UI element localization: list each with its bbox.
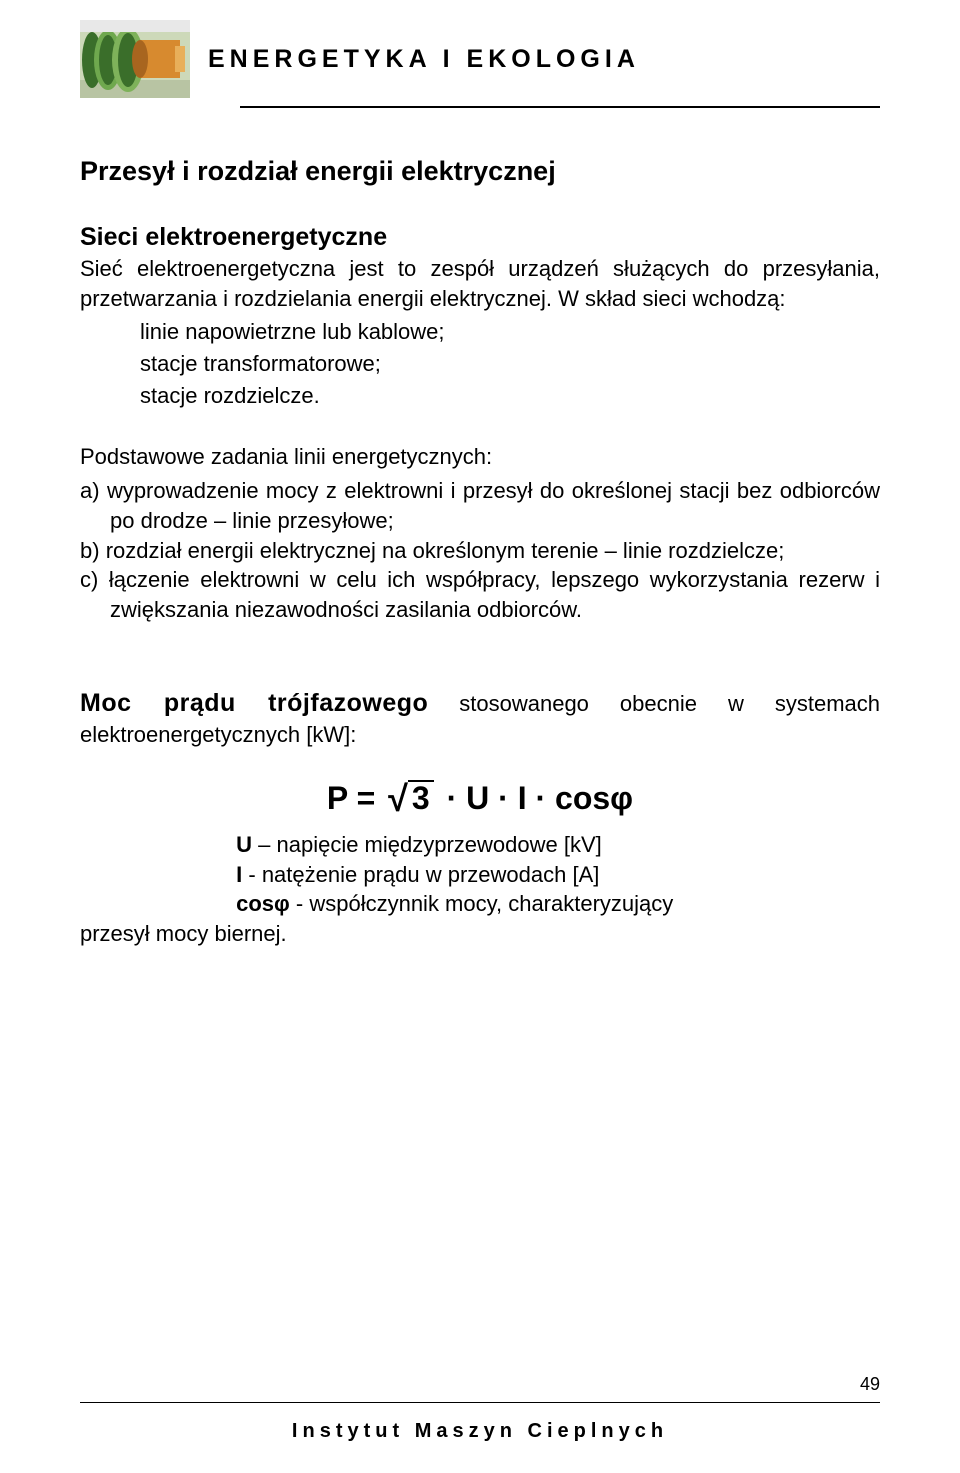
footer-text: Instytut Maszyn Cieplnych [0,1420,960,1443]
list-item: linie napowietrzne lub kablowe; [140,317,880,347]
list-item: stacje rozdzielcze. [140,381,880,411]
list-item: stacje transformatorowe; [140,349,880,379]
section-heading: Sieci elektroenergetyczne [80,223,880,252]
list-item: c) łączenie elektrowni w celu ich współp… [80,565,880,624]
list-item: b) rozdział energii elektrycznej na okre… [80,536,880,566]
page-header-row: ENERGETYKA I EKOLOGIA [80,20,880,98]
list-item: a) wyprowadzenie mocy z elektrowni i prz… [80,476,880,535]
turbine-icon [80,20,190,98]
header-rule [240,106,880,108]
sqrt-icon: √3 [388,778,434,820]
symbol-definitions: gdzie: U – napięcie międzyprzewodowe [kV… [80,830,880,919]
power-formula: P = √3 · U · I · cosφ [80,778,880,820]
footer-rule [80,1402,880,1403]
tasks-list: a) wyprowadzenie mocy z elektrowni i prz… [80,476,880,624]
page-number: 49 [860,1374,880,1395]
header-thumbnail [80,20,190,98]
component-list: linie napowietrzne lub kablowe; stacje t… [140,317,880,410]
def-final-line: przesył mocy biernej. [80,919,880,949]
power-paragraph: Moc prądu trójfazowego stosowanego obecn… [80,687,880,750]
def-row: I - natężenie prądu w przewodach [A] [80,860,880,890]
def-row: cosφ - współczynnik mocy, charakteryzują… [80,889,880,919]
page-header-title: ENERGETYKA I EKOLOGIA [208,45,640,74]
document-title: Przesył i rozdział energii elektrycznej [80,156,880,187]
power-heading: Moc prądu trójfazowego [80,689,428,717]
def-row: gdzie: U – napięcie międzyprzewodowe [kV… [80,830,880,860]
intro-paragraph: Sieć elektroenergetyczna jest to zespół … [80,254,880,313]
tasks-heading: Podstawowe zadania linii energetycznych: [80,442,880,472]
